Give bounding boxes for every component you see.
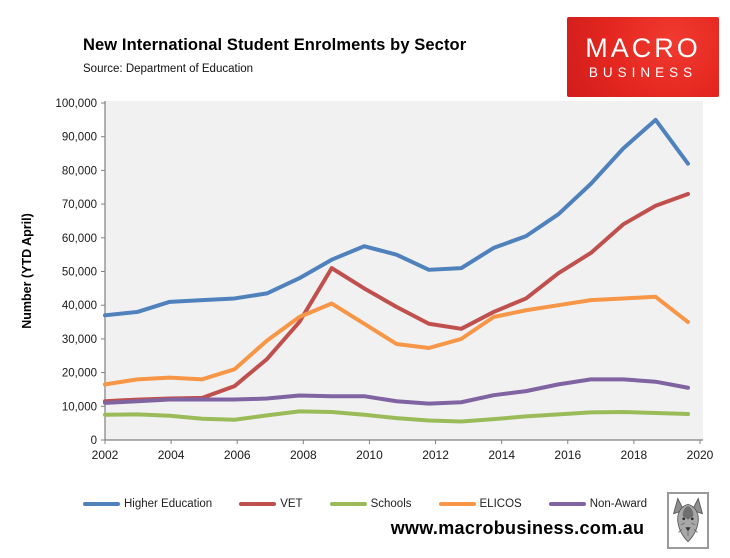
logo-text-macro: MACRO: [585, 32, 701, 63]
page-title: New International Student Enrolments by …: [83, 36, 467, 54]
x-tick-label: 2002: [92, 448, 119, 462]
logo-text-business: BUSINESS: [588, 64, 698, 80]
legend-item-schools: Schools: [329, 498, 412, 510]
line-chart: 0 10,000 20,000 30,000 40,000 50,000 60,000 70,…: [55, 98, 714, 462]
plot-area: [105, 101, 703, 440]
legend-swatch-icon: [82, 501, 120, 507]
y-tick-label: 30,000: [62, 334, 97, 346]
y-tick-label: 70,000: [62, 199, 97, 211]
legend-swatch-icon: [239, 501, 277, 507]
x-tick-label: 2020: [687, 448, 714, 462]
x-tick-label: 2016: [554, 448, 581, 462]
legend-item-vet: VET: [239, 498, 303, 510]
y-tick-label: 0: [91, 435, 97, 447]
legend-label: Non-Award: [589, 498, 648, 510]
legend-swatch-icon: [329, 501, 367, 507]
chart-legend: Higher Education VET Schools ELICOS Non-Awar…: [82, 494, 648, 514]
x-tick-label: 2018: [621, 448, 648, 462]
x-tick-label: 2006: [224, 448, 251, 462]
y-tick-label: 20,000: [62, 368, 97, 380]
y-tick-label: 40,000: [62, 300, 97, 312]
x-tick-label: 2010: [356, 448, 383, 462]
series-line-elicos: [103, 294, 690, 387]
legend-item-non-award: Non-Award: [548, 498, 648, 510]
legend-swatch-icon: [548, 501, 586, 507]
y-tick-label: 100,000: [55, 98, 97, 110]
legend-label: Higher Education: [123, 498, 213, 510]
legend-label: ELICOS: [479, 498, 522, 510]
series-line-higher-education: [103, 117, 690, 318]
y-tick-label: 90,000: [62, 132, 97, 144]
wolf-icon: [672, 497, 704, 543]
legend-swatch-icon: [438, 501, 476, 507]
series-line-non-award: [103, 377, 690, 406]
legend-item-elicos: ELICOS: [438, 498, 522, 510]
series-line-schools: [103, 409, 690, 424]
legend-item-higher-education: Higher Education: [82, 498, 213, 510]
x-tick-label: 2014: [488, 448, 515, 462]
x-tick-label: 2008: [290, 448, 317, 462]
y-tick-label: 60,000: [62, 233, 97, 245]
y-tick-label: 80,000: [62, 165, 97, 177]
legend-label: Schools: [370, 498, 412, 510]
y-tick-label: 10,000: [62, 401, 97, 413]
website-url: www.macrobusiness.com.au: [390, 518, 645, 538]
macrobusiness-logo: MACRO BUSINESS: [567, 17, 719, 97]
x-tick-label: 2004: [158, 448, 185, 462]
wolf-logo: [667, 492, 709, 549]
y-tick-label: 50,000: [62, 267, 97, 279]
source-caption: Source: Department of Education: [83, 63, 254, 75]
x-tick-label: 2012: [422, 448, 449, 462]
legend-label: VET: [280, 498, 303, 510]
